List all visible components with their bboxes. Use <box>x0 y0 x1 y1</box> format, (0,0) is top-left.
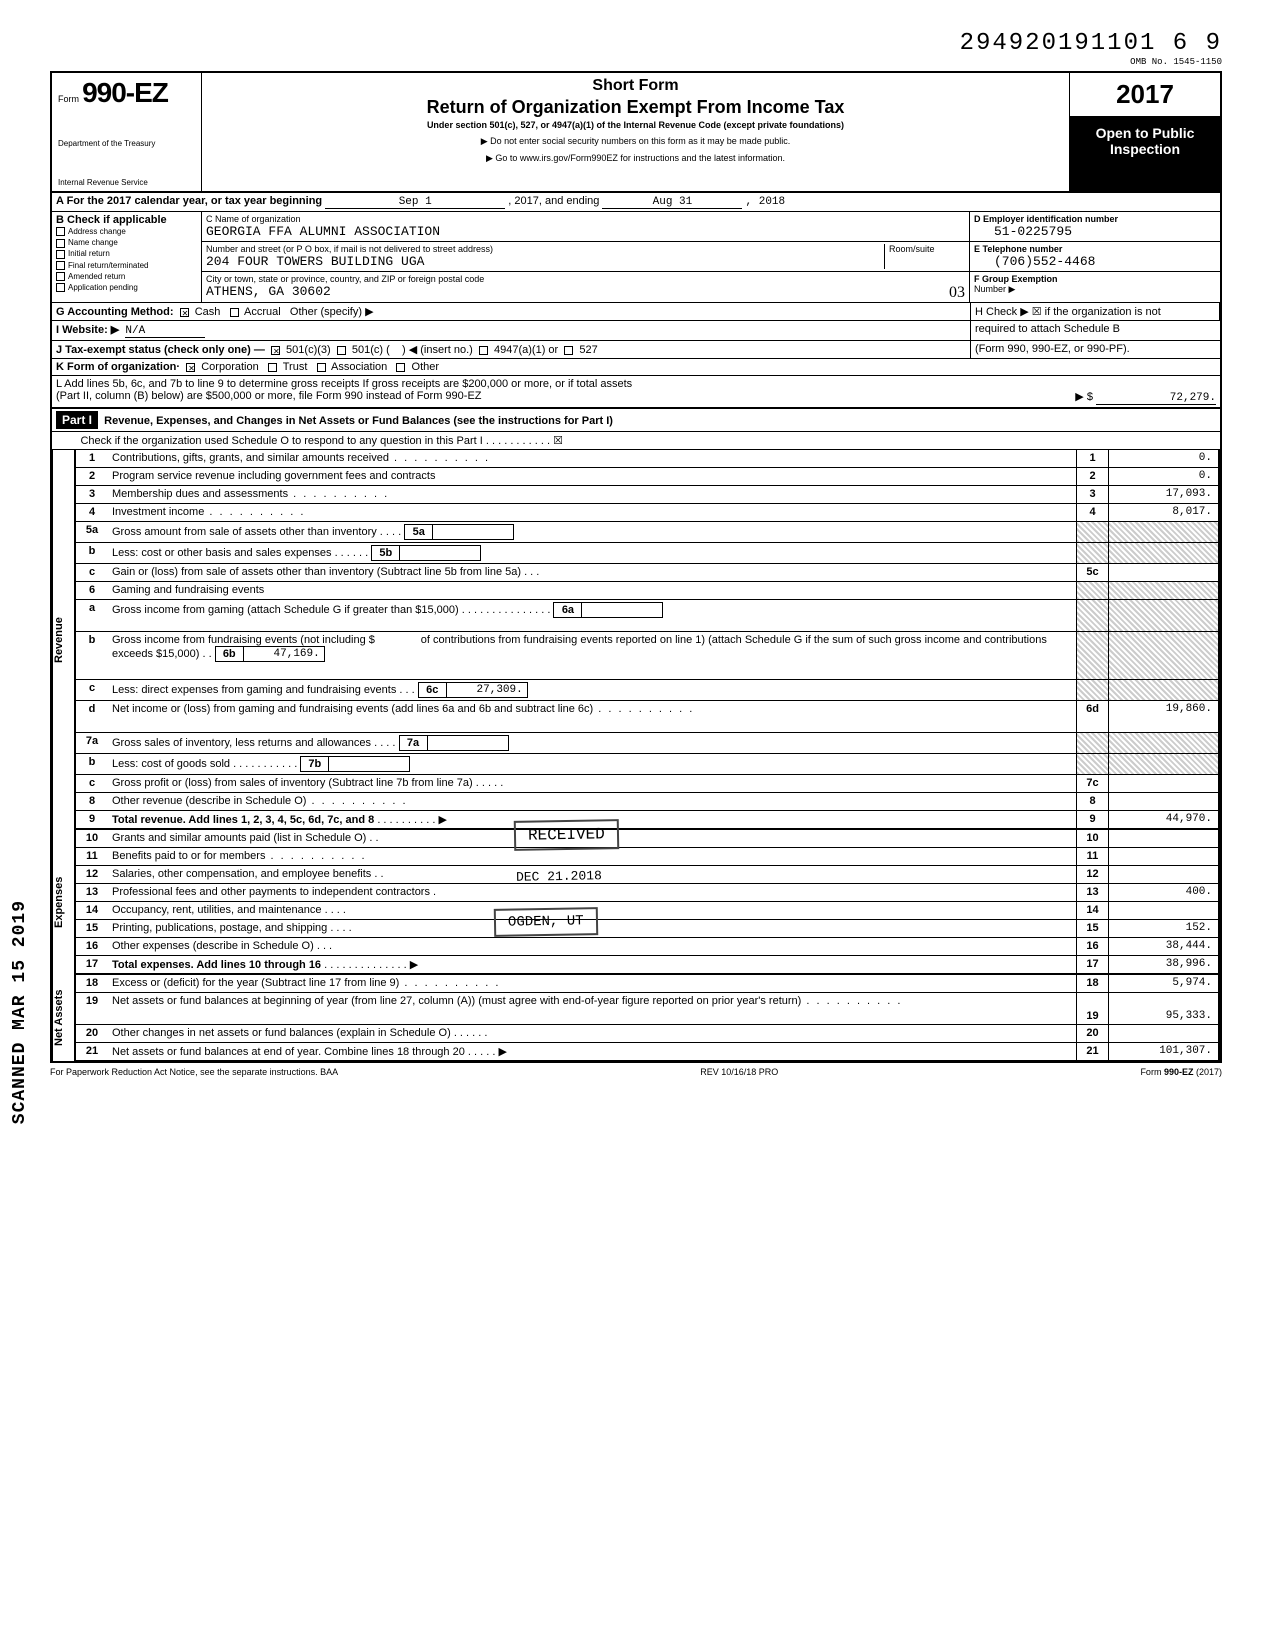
expenses-label: Expenses <box>52 830 74 975</box>
tax-year-begin: Sep 1 <box>325 196 505 209</box>
room-handwritten: 03 <box>949 284 965 302</box>
org-street: 204 FOUR TOWERS BUILDING UGA <box>206 254 424 269</box>
cb-association[interactable] <box>317 363 326 372</box>
entity-info-block: B Check if applicable Address change Nam… <box>50 212 1222 303</box>
form-id-block: Form 990-EZ Department of the Treasury I… <box>52 73 202 191</box>
line-2: 2Program service revenue including gover… <box>74 468 1220 486</box>
cb-4947[interactable] <box>479 346 488 355</box>
line-7b: bLess: cost of goods sold . . . . . . . … <box>74 754 1220 775</box>
omb-number: OMB No. 1545-1150 <box>50 57 1222 67</box>
line-16: 16Other expenses (describe in Schedule O… <box>74 938 1220 956</box>
line-18: 18Excess or (deficit) for the year (Subt… <box>74 975 1220 993</box>
box-b: B Check if applicable Address change Nam… <box>52 212 202 302</box>
page-footer: For Paperwork Reduction Act Notice, see … <box>50 1067 1222 1077</box>
line-h: H Check ▶ ☒ if the organization is not <box>975 306 1161 318</box>
cb-527[interactable] <box>564 346 573 355</box>
line-21: 21Net assets or fund balances at end of … <box>74 1043 1220 1061</box>
line-17: 17Total expenses. Add lines 10 through 1… <box>74 956 1220 975</box>
tax-year: 20201717 <box>1070 73 1220 117</box>
net-assets-label: Net Assets <box>52 975 74 1061</box>
line-20: 20Other changes in net assets or fund ba… <box>74 1025 1220 1043</box>
expenses-section: Expenses 10Grants and similar amounts pa… <box>50 830 1222 975</box>
cb-other[interactable] <box>396 363 405 372</box>
line-6a: aGross income from gaming (attach Schedu… <box>74 600 1220 632</box>
cb-trust[interactable] <box>268 363 277 372</box>
received-date-stamp: DEC 21.2018 <box>504 864 614 889</box>
dept-treasury: Department of the Treasury <box>58 139 195 148</box>
tax-year-end-month: Aug 31 <box>602 196 742 209</box>
box-c: C Name of organization GEORGIA FFA ALUMN… <box>202 212 970 302</box>
line-9: 9Total revenue. Add lines 1, 2, 3, 4, 5c… <box>74 811 1220 830</box>
dept-irs: Internal Revenue Service <box>58 178 195 187</box>
line-13: 13Professional fees and other payments t… <box>74 884 1220 902</box>
line-7a: 7aGross sales of inventory, less returns… <box>74 733 1220 754</box>
line-12: 12Salaries, other compensation, and empl… <box>74 866 1220 884</box>
cb-501c[interactable] <box>337 346 346 355</box>
org-city: ATHENS, GA 30602 <box>206 284 331 299</box>
part-i-check: Check if the organization used Schedule … <box>50 432 1222 450</box>
line-l: L Add lines 5b, 6c, and 7b to line 9 to … <box>50 376 1222 409</box>
cb-initial-return[interactable]: Initial return <box>56 248 197 259</box>
line-a: A For the 2017 calendar year, or tax yea… <box>50 193 1222 212</box>
phone: (706)552-4468 <box>974 254 1095 269</box>
line-7c: cGross profit or (loss) from sales of in… <box>74 775 1220 793</box>
ogden-stamp: OGDEN, UT <box>494 907 598 937</box>
open-to-public: Open to Public Inspection <box>1070 117 1220 191</box>
line-5b: bLess: cost or other basis and sales exp… <box>74 543 1220 564</box>
line-11: 11Benefits paid to or for members11 <box>74 848 1220 866</box>
box-def: D Employer identification number 51-0225… <box>970 212 1220 302</box>
line-k: K Form of organization· Corporation Trus… <box>50 359 1222 376</box>
revenue-section: Revenue 1Contributions, gifts, grants, a… <box>50 450 1222 830</box>
cb-application-pending[interactable]: Application pending <box>56 282 197 293</box>
year-open-block: 20201717 Open to Public Inspection <box>1070 73 1220 191</box>
cb-cash[interactable] <box>180 308 189 317</box>
received-stamp: RECEIVED <box>514 819 619 851</box>
line-8: 8Other revenue (describe in Schedule O)8 <box>74 793 1220 811</box>
line-5c: cGain or (loss) from sale of assets othe… <box>74 564 1220 582</box>
org-name: GEORGIA FFA ALUMNI ASSOCIATION <box>206 224 440 239</box>
part-i-header: Part I Revenue, Expenses, and Changes in… <box>50 409 1222 432</box>
line-6c: cLess: direct expenses from gaming and f… <box>74 680 1220 701</box>
form-number: 990-EZ <box>82 77 168 108</box>
cb-501c3[interactable] <box>271 346 280 355</box>
net-assets-section: Net Assets 18Excess or (deficit) for the… <box>50 975 1222 1063</box>
line-3: 3Membership dues and assessments317,093. <box>74 486 1220 504</box>
line-5a: 5aGross amount from sale of assets other… <box>74 522 1220 543</box>
line-1: 1Contributions, gifts, grants, and simil… <box>74 450 1220 468</box>
tax-year-end-year: , 2018 <box>746 196 786 208</box>
gross-receipts: 72,279. <box>1096 392 1216 405</box>
cb-final-return[interactable]: Final return/terminated <box>56 260 197 271</box>
room-suite: Room/suite <box>885 244 965 269</box>
line-6d: dNet income or (loss) from gaming and fu… <box>74 701 1220 733</box>
dln-stamp: 294920191101 6 9 OMB No. 1545-1150 <box>50 30 1222 67</box>
line-i: I Website: ▶ N/A required to attach Sche… <box>50 321 1222 341</box>
cb-corporation[interactable] <box>186 363 195 372</box>
ein: 51-0225795 <box>974 224 1072 239</box>
line-j: J Tax-exempt status (check only one) — 5… <box>50 341 1222 359</box>
line-15: 15Printing, publications, postage, and s… <box>74 920 1220 938</box>
scanned-stamp: SCANNED MAR 15 2019 <box>10 900 30 1124</box>
revenue-label: Revenue <box>52 450 74 830</box>
cb-name-change[interactable]: Name change <box>56 237 197 248</box>
line-6b: bGross income from fundraising events (n… <box>74 632 1220 680</box>
cb-amended-return[interactable]: Amended return <box>56 271 197 282</box>
cb-accrual[interactable] <box>230 308 239 317</box>
cb-address-change[interactable]: Address change <box>56 226 197 237</box>
line-10: 10Grants and similar amounts paid (list … <box>74 830 1220 848</box>
line-4: 4Investment income48,017. <box>74 504 1220 522</box>
website: N/A <box>125 325 205 338</box>
form-title-block: Short Form Return of Organization Exempt… <box>202 73 1070 191</box>
line-19: 19Net assets or fund balances at beginni… <box>74 993 1220 1025</box>
form-title: Return of Organization Exempt From Incom… <box>210 97 1061 118</box>
line-14: 14Occupancy, rent, utilities, and mainte… <box>74 902 1220 920</box>
line-g-h: G Accounting Method: Cash Accrual Other … <box>50 303 1222 321</box>
form-header: Form 990-EZ Department of the Treasury I… <box>50 71 1222 193</box>
line-6: 6Gaming and fundraising events <box>74 582 1220 600</box>
